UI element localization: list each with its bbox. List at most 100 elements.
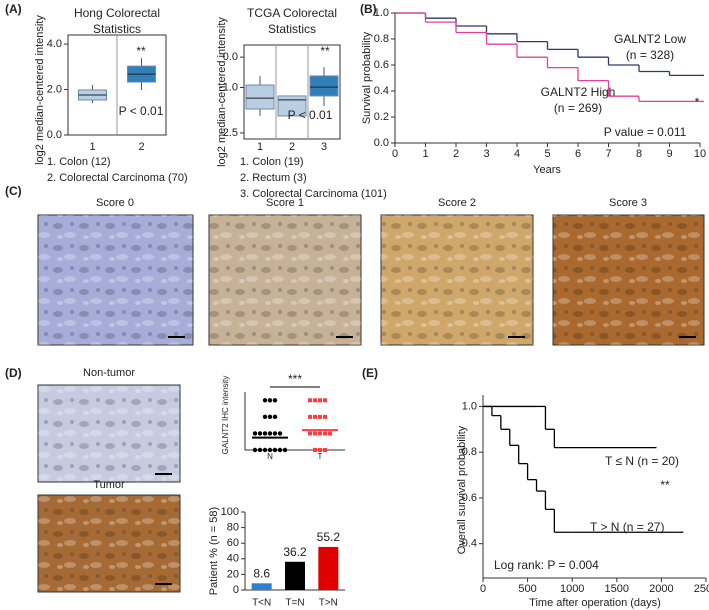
x-tick-label: T xyxy=(318,452,323,461)
axis-label: GALNT2 IHC intensity xyxy=(221,376,230,455)
legend-label: GALNT2 Low xyxy=(614,32,686,46)
x-tick-label: 9 xyxy=(666,148,672,160)
panel-label: (D) xyxy=(5,366,22,380)
dot xyxy=(252,447,258,453)
y-tick-label: 100 xyxy=(221,506,239,518)
x-tick-label: 2 xyxy=(289,141,295,153)
x-tick-label: 2 xyxy=(138,141,144,153)
x-tick-label: 2500 xyxy=(694,583,709,595)
dot xyxy=(318,431,322,436)
bar xyxy=(285,561,305,590)
dot xyxy=(313,448,317,452)
chart-title: Statistics xyxy=(268,22,316,36)
chart-title: Statistics xyxy=(93,22,141,36)
axis-label: Patient % (n = 58) xyxy=(208,507,220,595)
panel-label: (C) xyxy=(5,184,22,198)
dot xyxy=(257,447,263,453)
y-tick-label: 0.8 xyxy=(374,33,389,45)
note: 2. Rectum (3) xyxy=(240,172,307,184)
micrograph-texture xyxy=(38,495,180,592)
dot xyxy=(262,414,268,420)
dot xyxy=(267,414,273,420)
annotation: * xyxy=(695,95,700,109)
y-tick-label: -1.0 xyxy=(219,81,238,93)
dot xyxy=(308,431,312,436)
x-tick-label: 500 xyxy=(518,583,536,595)
chart-title: TCGA Colorectal xyxy=(247,6,337,20)
dot xyxy=(267,431,273,436)
x-tick-label: T>N xyxy=(319,598,338,609)
axis-label: Survival probability xyxy=(361,31,373,124)
dot xyxy=(252,431,258,436)
dot xyxy=(308,414,312,419)
annotation: P < 0.01 xyxy=(119,104,164,118)
image-title: Score 1 xyxy=(266,197,304,209)
micrograph-texture xyxy=(381,215,533,345)
dot xyxy=(323,431,327,436)
x-tick-label: 2 xyxy=(453,148,459,160)
x-tick-label: 1 xyxy=(257,141,263,153)
dot xyxy=(277,447,283,453)
dot xyxy=(267,398,273,403)
y-tick-label: 1.0 xyxy=(462,400,477,412)
dot xyxy=(272,431,278,436)
y-tick-label: 0 xyxy=(233,584,239,596)
note: 1. Colon (19) xyxy=(240,156,304,168)
y-tick-label: 0.8 xyxy=(462,446,477,458)
axis-label: Years xyxy=(533,164,561,176)
annotation: ** xyxy=(660,478,670,492)
dot xyxy=(313,398,317,403)
x-tick-label: 8 xyxy=(636,148,642,160)
legend-label: T ≤ N (n = 20) xyxy=(605,454,679,468)
value-label: 55.2 xyxy=(317,530,341,544)
box xyxy=(277,95,307,117)
y-tick-label: 60 xyxy=(227,537,239,549)
bar xyxy=(251,583,272,590)
x-tick-label: T<N xyxy=(252,598,271,609)
dot xyxy=(313,431,317,436)
axes xyxy=(482,395,706,579)
box xyxy=(309,75,339,97)
x-tick-label: 7 xyxy=(605,148,611,160)
dot xyxy=(323,448,327,452)
x-tick-label: 0 xyxy=(480,583,486,595)
legend-label: T > N (n = 27) xyxy=(590,520,664,534)
y-tick-label: 0.6 xyxy=(462,492,477,504)
annotation: *** xyxy=(288,372,302,386)
axis-label: log2 median-centered intensity xyxy=(34,15,46,165)
x-tick-label: 10 xyxy=(694,148,706,160)
x-tick-label: 1000 xyxy=(560,583,584,595)
y-tick-label: 0.4 xyxy=(374,85,389,97)
dot xyxy=(323,398,327,403)
image-title: Tumor xyxy=(93,479,125,491)
x-tick-label: 6 xyxy=(575,148,581,160)
micrograph-texture xyxy=(553,215,704,345)
micrograph-texture xyxy=(38,215,193,345)
x-tick-label: 1 xyxy=(89,141,95,153)
x-tick-label: T=N xyxy=(285,598,304,609)
dot xyxy=(262,398,268,403)
axis-label: log2 median-centered intensity xyxy=(216,17,228,167)
y-tick-label: 80 xyxy=(227,522,239,534)
image-title: Score 3 xyxy=(609,197,647,209)
y-tick-label: 0.4 xyxy=(462,538,477,550)
dot xyxy=(318,448,322,452)
x-tick-label: N xyxy=(267,452,273,461)
image-title: Non-tumor xyxy=(83,367,135,379)
axes xyxy=(244,392,345,451)
bar xyxy=(318,546,339,590)
dot xyxy=(282,447,288,453)
micrograph-texture xyxy=(38,385,180,482)
dot xyxy=(328,431,332,436)
note: 1. Colon (12) xyxy=(47,156,111,168)
legend-label: GALNT2 High xyxy=(541,85,616,99)
panel-label: (E) xyxy=(362,366,378,380)
dot xyxy=(272,398,278,403)
dot xyxy=(272,414,278,420)
annotation: ** xyxy=(136,44,146,58)
y-tick-label: 0.0 xyxy=(47,129,62,141)
y-tick-label: 4.0 xyxy=(47,38,62,50)
x-tick-label: 0 xyxy=(392,148,398,160)
panel-label: (B) xyxy=(360,2,377,16)
